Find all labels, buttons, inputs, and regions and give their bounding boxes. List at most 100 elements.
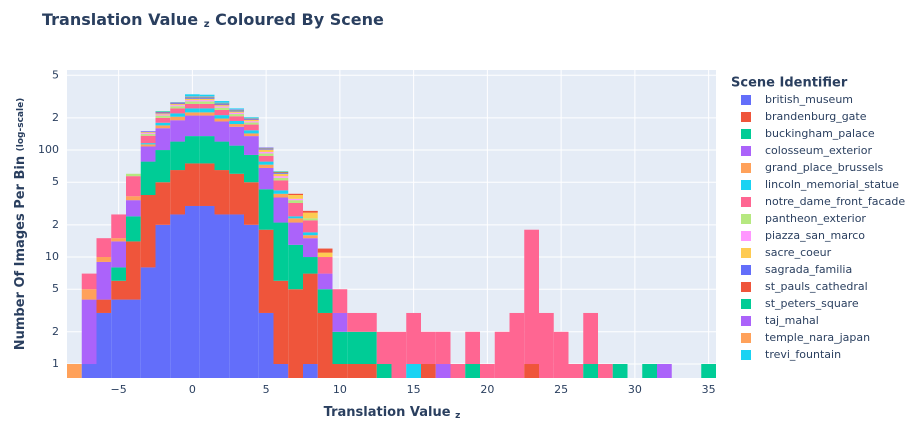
bar-segment bbox=[170, 120, 185, 142]
bar-segment bbox=[140, 161, 156, 195]
bar-segment bbox=[701, 364, 716, 378]
bar-segment bbox=[155, 112, 171, 114]
bar-segment bbox=[229, 114, 244, 117]
chart-title: Translation Value z Coloured By Scene bbox=[42, 10, 384, 33]
bars bbox=[67, 94, 716, 378]
bar-segment bbox=[303, 218, 318, 221]
bar-segment bbox=[111, 238, 126, 242]
bar-segment bbox=[229, 145, 244, 174]
legend-label: grand_place_brussels bbox=[765, 161, 884, 174]
bar-segment bbox=[421, 364, 436, 378]
bar-segment bbox=[244, 154, 259, 183]
bar-segment bbox=[185, 100, 200, 102]
legend-swatch bbox=[741, 231, 751, 241]
bar-segment bbox=[362, 312, 377, 332]
bar-segment bbox=[155, 122, 171, 126]
bar-segment bbox=[111, 299, 126, 378]
bar-segment bbox=[244, 119, 259, 120]
bar-segment bbox=[317, 289, 333, 313]
bar-segment bbox=[244, 117, 259, 118]
bar-segment bbox=[185, 94, 200, 97]
legend-label: notre_dame_front_facade bbox=[765, 195, 905, 208]
bar-segment bbox=[185, 205, 200, 378]
bar-segment bbox=[170, 105, 185, 107]
bar-segment bbox=[126, 216, 141, 242]
bar-segment bbox=[214, 118, 230, 122]
y-label-main: Number Of Images Per Bin bbox=[13, 156, 28, 350]
title-rest: Coloured By Scene bbox=[215, 10, 384, 29]
bar-segment bbox=[170, 113, 185, 117]
bar-segment bbox=[258, 161, 274, 165]
legend-label: taj_mahal bbox=[765, 314, 819, 327]
x-axis-title: Translation Value z bbox=[324, 405, 461, 421]
bar-segment bbox=[598, 364, 613, 378]
legend-swatch bbox=[741, 248, 751, 258]
bar-segment bbox=[406, 312, 421, 365]
bar-segment bbox=[155, 128, 171, 151]
bar-segment bbox=[126, 196, 141, 201]
bar-segment bbox=[155, 115, 171, 118]
bar-segment bbox=[229, 124, 244, 127]
bar-segment bbox=[111, 214, 126, 239]
y-axis-title: Number Of Images Per Bin (log-scale) bbox=[13, 98, 28, 351]
bar-segment bbox=[155, 113, 171, 115]
bar-segment bbox=[273, 177, 289, 181]
bar-segment bbox=[199, 205, 215, 378]
bar-segment bbox=[494, 331, 510, 378]
bar-segment bbox=[214, 170, 230, 215]
bar-segment bbox=[583, 364, 598, 378]
x-tick-label: 0 bbox=[189, 383, 196, 396]
bar-segment bbox=[524, 364, 539, 378]
bar-segment bbox=[199, 101, 215, 104]
title-sub: z bbox=[204, 19, 210, 30]
bar-segment bbox=[199, 115, 215, 137]
legend-label: temple_nara_japan bbox=[765, 331, 870, 344]
x-tick-label: −5 bbox=[111, 383, 127, 396]
bar-segment bbox=[406, 364, 421, 378]
bar-segment bbox=[229, 108, 244, 110]
bar-segment bbox=[524, 229, 539, 365]
bar-segment bbox=[140, 131, 156, 133]
bar-segment bbox=[273, 171, 289, 173]
bar-segment bbox=[258, 312, 274, 378]
bar-segment bbox=[155, 224, 171, 378]
bar-segment bbox=[185, 112, 200, 116]
legend-swatch bbox=[741, 163, 751, 173]
bar-segment bbox=[140, 133, 156, 135]
y-tick-label: 2 bbox=[52, 111, 59, 124]
bar-segment bbox=[126, 176, 141, 197]
legend-swatch bbox=[741, 146, 751, 156]
bar-segment bbox=[185, 136, 200, 164]
legend-label: trevi_fountain bbox=[765, 348, 841, 361]
bar-segment bbox=[155, 150, 171, 183]
bar-segment bbox=[435, 331, 451, 365]
bar-segment bbox=[244, 124, 259, 131]
bar-segment bbox=[199, 98, 215, 101]
bar-segment bbox=[126, 241, 141, 300]
bar-segment bbox=[642, 364, 657, 378]
bar-segment bbox=[288, 200, 303, 203]
bar-segment bbox=[362, 364, 377, 378]
bar-segment bbox=[288, 194, 303, 199]
legend-swatch bbox=[741, 197, 751, 207]
bar-segment bbox=[244, 130, 259, 134]
bar-segment bbox=[347, 331, 362, 365]
bar-segment bbox=[214, 103, 230, 105]
bar-segment bbox=[199, 103, 215, 109]
legend-swatch bbox=[741, 180, 751, 190]
bar-segment bbox=[465, 331, 480, 365]
bar-segment bbox=[199, 108, 215, 113]
bar-segment bbox=[509, 312, 525, 378]
bar-segment bbox=[170, 106, 185, 109]
bar-segment bbox=[170, 116, 185, 121]
bar-segment bbox=[362, 331, 377, 365]
bar-segment bbox=[214, 121, 230, 142]
bar-segment bbox=[155, 111, 171, 112]
y-tick-label: 2 bbox=[52, 218, 59, 231]
bar-segment bbox=[288, 193, 303, 195]
bar-segment bbox=[376, 331, 392, 365]
bar-segment bbox=[303, 212, 318, 219]
bar-segment bbox=[303, 238, 318, 258]
legend-label: st_peters_square bbox=[765, 297, 859, 310]
bar-segment bbox=[244, 121, 259, 123]
